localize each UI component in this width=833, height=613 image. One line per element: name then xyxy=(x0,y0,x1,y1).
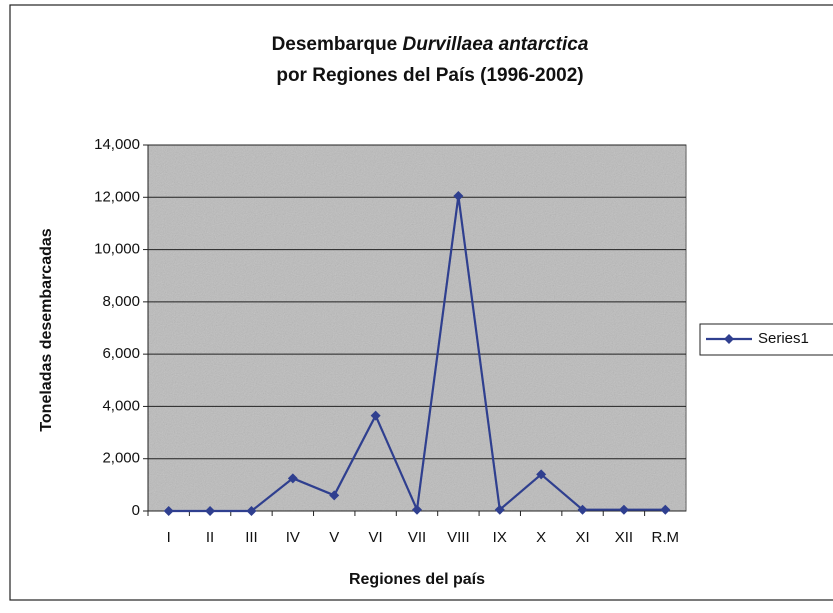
x-tick-label: IX xyxy=(493,529,507,546)
plot-texture xyxy=(148,145,686,511)
x-axis-label: Regiones del país xyxy=(349,571,485,588)
y-tick-label: 4,000 xyxy=(102,397,140,414)
y-tick-label: 10,000 xyxy=(94,241,140,258)
data-point xyxy=(287,473,298,484)
data-point xyxy=(618,504,629,515)
data-point xyxy=(163,506,174,516)
data-point xyxy=(494,504,505,515)
legend-label: Series1 xyxy=(758,330,809,347)
chart-title: Desembarque Durvillaea antarctica xyxy=(272,34,589,55)
chart-title: por Regiones del País (1996-2002) xyxy=(276,65,583,86)
x-tick-label: VI xyxy=(369,529,383,546)
x-tick-label: V xyxy=(329,529,339,546)
data-point xyxy=(205,506,216,516)
y-tick-label: 6,000 xyxy=(102,345,140,362)
x-tick-label: IV xyxy=(286,529,300,546)
data-point xyxy=(453,190,464,201)
x-tick-label: XI xyxy=(575,529,589,546)
x-tick-label: X xyxy=(536,529,546,546)
x-tick-label: II xyxy=(206,529,214,546)
x-tick-label: VIII xyxy=(447,529,470,546)
data-point xyxy=(370,410,381,421)
data-point xyxy=(246,506,257,516)
y-tick-label: 0 xyxy=(132,502,140,519)
x-tick-label: XII xyxy=(615,529,633,546)
y-tick-label: 2,000 xyxy=(102,450,140,467)
y-tick-label: 14,000 xyxy=(94,136,140,153)
data-point xyxy=(536,469,547,480)
y-tick-label: 8,000 xyxy=(102,293,140,310)
legend-marker xyxy=(724,334,734,344)
x-tick-label: III xyxy=(245,529,258,546)
y-axis-label: Toneladas desembarcadas xyxy=(38,228,55,431)
data-point xyxy=(329,490,340,501)
x-tick-label: VII xyxy=(408,529,426,546)
x-tick-label: R.M xyxy=(652,529,680,546)
x-tick-label: I xyxy=(167,529,171,546)
y-tick-label: 12,000 xyxy=(94,188,140,205)
data-point xyxy=(412,504,422,515)
data-point xyxy=(577,504,588,515)
data-point xyxy=(660,504,671,515)
